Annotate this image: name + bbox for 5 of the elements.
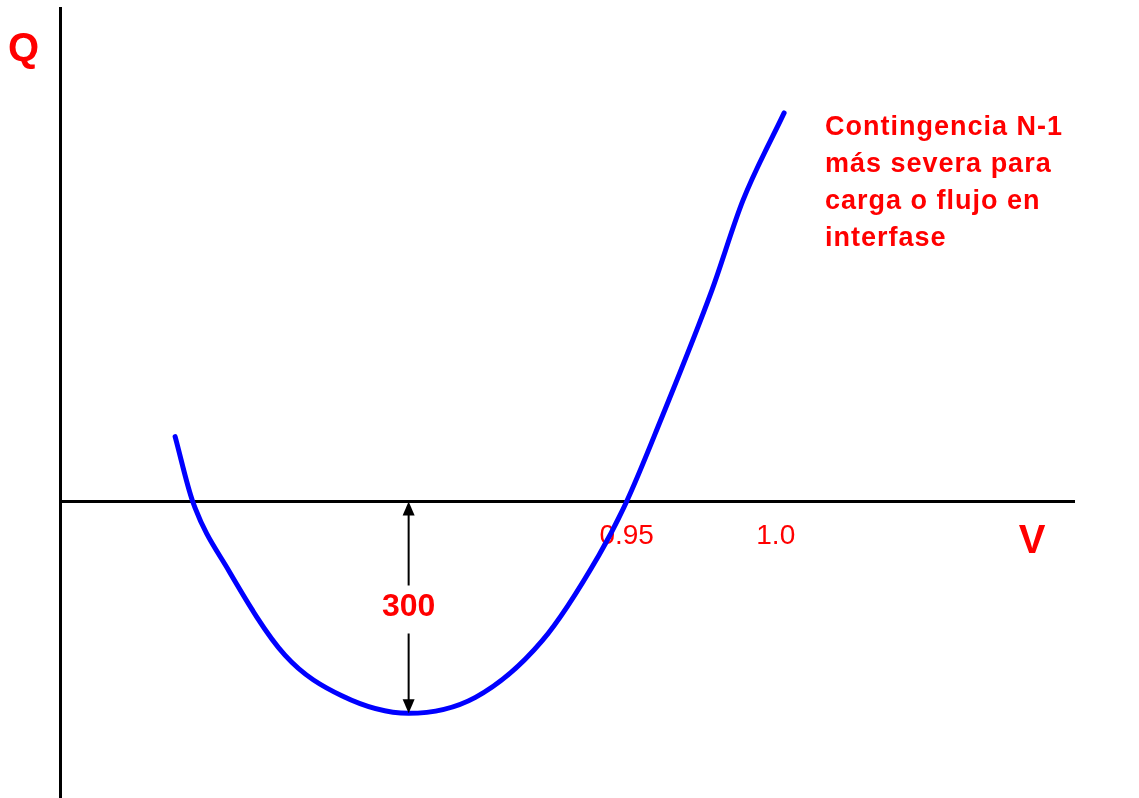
x-tick-label: 1.0 [756,519,796,551]
y-axis-title: Q [8,25,40,70]
x-axis-title: V [1018,516,1046,561]
annotation: Contingencia N-1 más severa para carga o flujo en interfase [825,110,1064,254]
annotation: 300 [381,587,436,624]
